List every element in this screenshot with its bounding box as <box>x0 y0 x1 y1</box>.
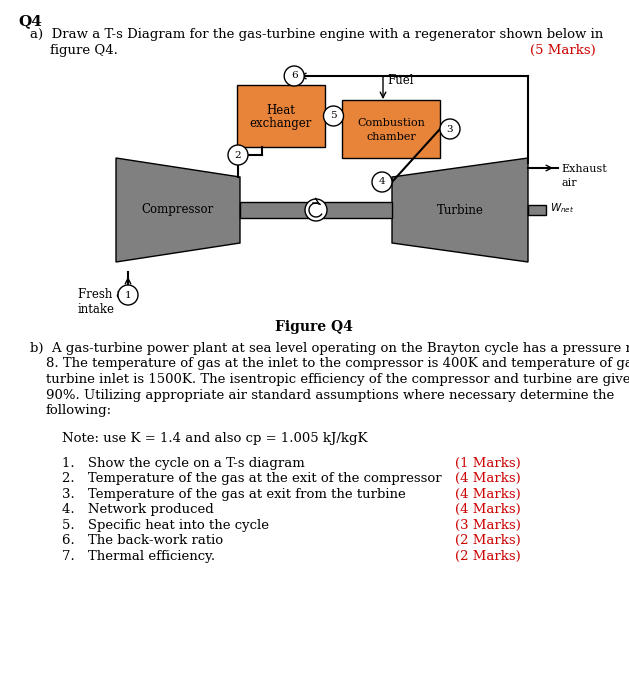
Text: 4. Network produced: 4. Network produced <box>62 503 214 516</box>
Text: 3: 3 <box>447 125 454 134</box>
Text: turbine inlet is 1500K. The isentropic efficiency of the compressor and turbine : turbine inlet is 1500K. The isentropic e… <box>46 373 629 386</box>
Text: (3 Marks): (3 Marks) <box>455 519 521 532</box>
Text: 7. Thermal efficiency.: 7. Thermal efficiency. <box>62 550 215 563</box>
Text: Q4: Q4 <box>18 14 42 28</box>
Text: Combustion: Combustion <box>357 118 425 128</box>
Circle shape <box>118 285 138 305</box>
Text: 6: 6 <box>291 71 298 80</box>
Text: (4 Marks): (4 Marks) <box>455 488 521 500</box>
Polygon shape <box>116 158 240 262</box>
Text: Exhaust: Exhaust <box>561 164 607 174</box>
Text: Fresh air: Fresh air <box>78 288 133 301</box>
Text: chamber: chamber <box>366 132 416 142</box>
Text: 2: 2 <box>235 150 242 160</box>
Text: (5 Marks): (5 Marks) <box>530 44 596 57</box>
Text: b)  A gas-turbine power plant at sea level operating on the Brayton cycle has a : b) A gas-turbine power plant at sea leve… <box>30 342 629 355</box>
Text: 5. Specific heat into the cycle: 5. Specific heat into the cycle <box>62 519 269 532</box>
Text: (1 Marks): (1 Marks) <box>455 456 521 470</box>
Text: Compressor: Compressor <box>142 204 214 216</box>
Text: figure Q4.: figure Q4. <box>50 44 118 57</box>
Text: (2 Marks): (2 Marks) <box>455 534 521 547</box>
Text: 1. Show the cycle on a T-s diagram: 1. Show the cycle on a T-s diagram <box>62 456 304 470</box>
Text: (4 Marks): (4 Marks) <box>455 503 521 516</box>
Circle shape <box>440 119 460 139</box>
Text: Turbine: Turbine <box>437 204 484 216</box>
Text: 4: 4 <box>379 178 386 186</box>
Text: 1: 1 <box>125 290 131 300</box>
Text: $W_{net}$: $W_{net}$ <box>550 201 574 215</box>
Text: exchanger: exchanger <box>250 118 312 130</box>
Text: (4 Marks): (4 Marks) <box>455 473 521 485</box>
Text: Note: use K = 1.4 and also cp = 1.005 kJ/kgK: Note: use K = 1.4 and also cp = 1.005 kJ… <box>62 432 367 445</box>
Text: a)  Draw a T-s Diagram for the gas-turbine engine with a regenerator shown below: a) Draw a T-s Diagram for the gas-turbin… <box>30 28 603 41</box>
Text: Heat: Heat <box>267 104 296 116</box>
Text: 5: 5 <box>330 111 337 120</box>
Text: 8. The temperature of gas at the inlet to the compressor is 400K and temperature: 8. The temperature of gas at the inlet t… <box>46 358 629 370</box>
FancyBboxPatch shape <box>240 202 392 218</box>
Text: Figure Q4: Figure Q4 <box>275 320 353 334</box>
Polygon shape <box>392 158 528 262</box>
Circle shape <box>372 172 392 192</box>
Text: Fuel: Fuel <box>387 74 413 87</box>
Circle shape <box>323 106 343 126</box>
Circle shape <box>284 66 304 86</box>
Text: 2. Temperature of the gas at the exit of the compressor: 2. Temperature of the gas at the exit of… <box>62 473 442 485</box>
FancyBboxPatch shape <box>237 85 325 147</box>
FancyBboxPatch shape <box>342 100 440 158</box>
FancyBboxPatch shape <box>528 205 546 215</box>
Circle shape <box>305 199 327 221</box>
Text: intake: intake <box>78 303 115 316</box>
Text: 6. The back-work ratio: 6. The back-work ratio <box>62 534 223 547</box>
Circle shape <box>228 145 248 165</box>
Text: following:: following: <box>46 404 112 417</box>
Text: 3. Temperature of the gas at exit from the turbine: 3. Temperature of the gas at exit from t… <box>62 488 406 500</box>
Text: 90%. Utilizing appropriate air standard assumptions where necessary determine th: 90%. Utilizing appropriate air standard … <box>46 389 615 402</box>
Text: air: air <box>561 178 577 188</box>
Text: (2 Marks): (2 Marks) <box>455 550 521 563</box>
